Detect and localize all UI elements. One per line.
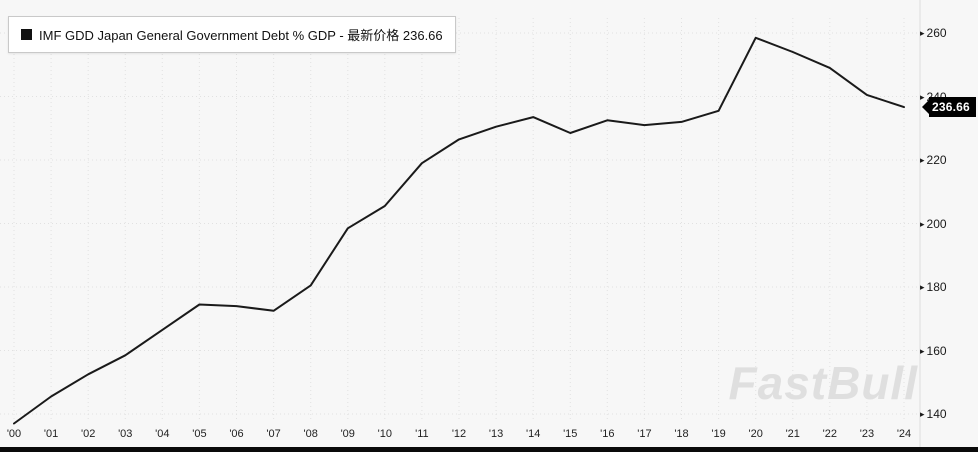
x-axis-label: '07 — [266, 428, 281, 440]
x-axis-label: '04 — [155, 428, 170, 440]
x-axis-label: '09 — [340, 428, 355, 440]
x-axis-label: '11 — [415, 428, 429, 440]
x-axis-label: '13 — [488, 428, 504, 440]
x-axis-label: '06 — [229, 428, 244, 440]
y-axis: ▸140▸160▸180▸200▸220▸240▸260 — [920, 0, 978, 452]
bottom-bar — [0, 447, 978, 452]
x-axis-label: '12 — [451, 428, 467, 440]
x-axis-label: '15 — [563, 428, 578, 440]
x-axis-label: '22 — [822, 428, 837, 440]
x-axis-label: '01 — [43, 428, 59, 440]
legend-label: IMF GDD Japan General Government Debt % … — [39, 28, 443, 43]
tick-arrow-icon: ▸ — [920, 409, 925, 419]
price-tag-value: 236.66 — [929, 97, 976, 118]
x-axis-label: '16 — [600, 428, 615, 440]
x-axis-label: '08 — [303, 428, 318, 440]
x-axis-label: '20 — [748, 428, 763, 440]
legend-box: IMF GDD Japan General Government Debt % … — [8, 16, 456, 53]
x-axis-label: '00 — [6, 428, 22, 440]
x-axis-label: '03 — [118, 428, 133, 440]
y-axis-label: ▸ 160 — [920, 343, 947, 358]
series-marker-icon — [21, 29, 32, 40]
tick-arrow-icon: ▸ — [920, 91, 925, 102]
y-axis-label: ▸ 260 — [920, 26, 947, 40]
x-axis-label: '24 — [896, 428, 912, 440]
y-axis-label: ▸ 180 — [920, 280, 947, 294]
tick-arrow-icon: ▸ — [920, 218, 925, 229]
x-axis-label: '10 — [377, 428, 392, 440]
x-axis-label: '02 — [80, 428, 96, 440]
x-axis-label: '17 — [637, 428, 652, 440]
tick-arrow-icon: ▸ — [920, 282, 925, 292]
x-axis-label: '14 — [525, 428, 541, 440]
debt-line — [13, 36, 905, 425]
tick-arrow-icon: ▸ — [920, 155, 925, 165]
x-axis-label: '23 — [859, 428, 875, 440]
fastbull-watermark: FastBull — [728, 357, 918, 409]
x-axis-label: '19 — [711, 428, 726, 440]
x-axis-label: '05 — [192, 428, 207, 440]
y-axis-label: ▸ 140 — [920, 407, 947, 421]
x-axis: '00 '01 '02 '03 '04 '05 '06 '07 '08 '09 '10 '11 '12 '… — [0, 424, 920, 446]
x-axis-label: '21 — [785, 428, 800, 440]
x-axis-label: '18 — [674, 428, 689, 440]
price-tag-arrow-icon — [922, 100, 929, 115]
tick-arrow-icon: ▸ — [920, 28, 925, 38]
tick-arrow-icon: ▸ — [920, 345, 925, 356]
last-price-tag: 236.66 — [922, 97, 976, 118]
y-axis-label: ▸ 200 — [920, 216, 947, 231]
y-axis-label: ▸ 220 — [920, 153, 947, 167]
